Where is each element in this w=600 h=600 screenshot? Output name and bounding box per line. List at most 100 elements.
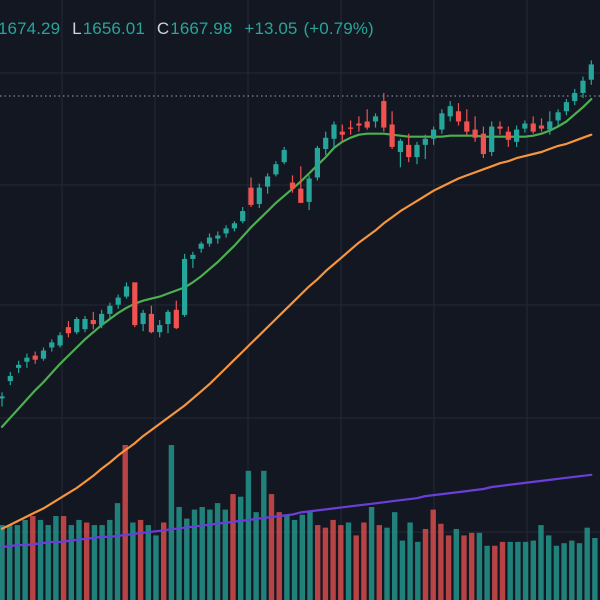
volume-bar [569, 540, 575, 600]
volume-bar [415, 541, 421, 600]
volume-bar [137, 519, 144, 600]
candle-body [16, 364, 22, 368]
candle-body [140, 312, 146, 325]
volume-bar [291, 519, 298, 600]
candlestick [389, 111, 395, 149]
volume-bar [307, 512, 313, 600]
candle-body [372, 116, 379, 122]
volume-bar [261, 470, 267, 600]
volume-bar [122, 445, 128, 600]
candlestick [414, 141, 420, 165]
candle-body [447, 106, 453, 117]
candle-body [323, 137, 329, 149]
candlestick [165, 309, 171, 334]
candle-body [206, 237, 213, 244]
volume-bar [476, 532, 483, 600]
candle-body [356, 123, 362, 126]
volume-bar [499, 541, 506, 600]
candlestick [107, 302, 113, 318]
volume-bar [184, 518, 190, 600]
candlestick [7, 371, 13, 386]
candlestick [530, 116, 536, 134]
volume-bar [207, 509, 213, 600]
candlestick [381, 92, 387, 132]
candle-body [198, 243, 204, 249]
volume-bar [338, 525, 344, 600]
volume-bar [430, 509, 436, 600]
volume-bar [392, 512, 398, 600]
volume-bar [522, 541, 529, 600]
volume-bar [553, 545, 560, 600]
volume-bar [530, 540, 536, 600]
volume-bar [276, 512, 282, 600]
candlestick [123, 282, 130, 299]
candle-body [289, 182, 296, 189]
volume-bar [253, 512, 259, 600]
candlestick [157, 320, 163, 338]
candlesticks[interactable] [0, 60, 594, 407]
volume-bar [153, 535, 159, 600]
candle-body [115, 297, 121, 305]
candlestick [406, 133, 412, 163]
volume-bar [561, 543, 567, 600]
candle-body [563, 102, 569, 112]
candle-body [547, 121, 553, 130]
candlestick [331, 121, 337, 149]
candle-body [572, 92, 578, 102]
volume-bar [299, 514, 305, 600]
candle-body [24, 357, 30, 362]
volume-bar [492, 545, 498, 600]
candlestick [422, 134, 428, 160]
candle-body [248, 187, 254, 205]
change-percent: (+0.79%) [303, 19, 374, 38]
candle-body [215, 235, 221, 239]
volume-bar [469, 532, 475, 600]
volume-bar [22, 519, 28, 600]
candlestick [306, 175, 312, 211]
candlestick [265, 173, 271, 194]
candlestick [364, 109, 370, 130]
candle-body [505, 131, 511, 140]
candlestick [489, 121, 495, 157]
volume-bar [191, 509, 198, 600]
candle-body [364, 121, 370, 128]
volume-bar [361, 522, 367, 600]
candle-body [265, 176, 271, 187]
candle-body [90, 320, 96, 325]
volume-bar [37, 519, 44, 600]
candlestick [223, 225, 229, 238]
candlestick [356, 116, 362, 132]
candle-body [7, 376, 13, 382]
volume-bar [322, 527, 329, 600]
volume-bar [14, 525, 21, 600]
candle-body [397, 140, 403, 152]
high-value: 1674.29 [0, 19, 61, 38]
candlestick [140, 309, 146, 332]
candle-body [0, 396, 5, 399]
candle-body [157, 325, 163, 333]
candlestick [447, 101, 453, 122]
volume-bar [91, 525, 98, 600]
candle-body [165, 311, 171, 325]
candle-body [522, 123, 528, 129]
candle-body [389, 124, 395, 147]
candlestick [298, 166, 304, 203]
candlestick [57, 332, 63, 348]
volume-bar [384, 527, 390, 600]
candlestick [190, 251, 196, 269]
candle-body [123, 286, 130, 297]
ma-mid-line [0, 133, 593, 530]
volume-bar [438, 523, 444, 600]
volume-bar [0, 525, 5, 600]
candle-body [588, 64, 594, 80]
candlestick [588, 60, 594, 85]
candlestick [16, 360, 22, 373]
volume-bar [30, 516, 36, 600]
candle-body [57, 335, 63, 346]
volume-bar [546, 535, 552, 600]
candle-body [472, 129, 478, 138]
candle-body [431, 129, 437, 139]
candlestick [547, 111, 553, 135]
